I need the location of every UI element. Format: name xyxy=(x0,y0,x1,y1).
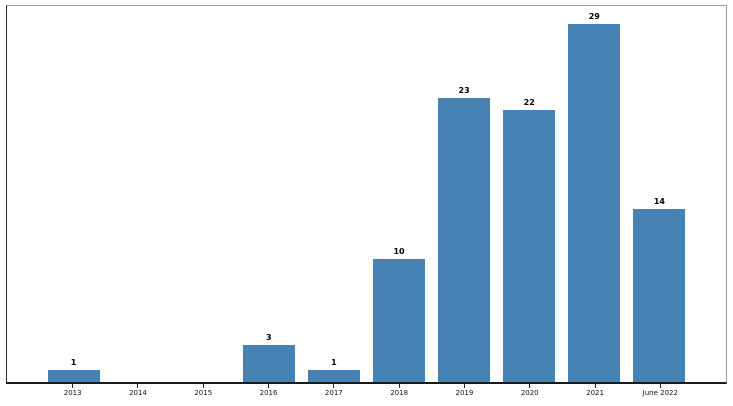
x-tick: 2018 xyxy=(366,384,431,404)
bar-value-label: 10 xyxy=(393,247,405,256)
bar-group: 0 xyxy=(106,371,171,382)
bar-group: 14 xyxy=(627,198,692,382)
x-tick: 2019 xyxy=(432,384,497,404)
x-tick-label: 2020 xyxy=(520,389,539,397)
x-tick-mark xyxy=(72,384,74,388)
x-tick-mark xyxy=(529,384,531,388)
bar-group: 22 xyxy=(497,99,562,382)
x-tick: 2017 xyxy=(301,384,366,404)
bar xyxy=(47,370,100,382)
bar xyxy=(633,209,686,382)
x-tick-mark xyxy=(333,384,335,388)
x-tick-label: 2013 xyxy=(63,389,82,397)
x-tick-mark xyxy=(202,384,204,388)
plot-area: 1 0 0 3 1 10 2 xyxy=(6,5,727,384)
x-tick-mark xyxy=(463,384,465,388)
x-tick-label: 2018 xyxy=(390,389,409,397)
bar xyxy=(503,110,556,382)
x-axis: 2013 2014 2015 2016 2017 2018 2019 2020 xyxy=(6,384,727,404)
x-tick: 2014 xyxy=(105,384,170,404)
bars-row: 1 0 0 3 1 10 2 xyxy=(7,6,726,382)
bar-value-label: 29 xyxy=(588,12,600,21)
x-tick-label: 2021 xyxy=(586,389,604,397)
x-tick-mark xyxy=(398,384,400,388)
bar xyxy=(373,259,426,382)
bar-group: 29 xyxy=(562,13,627,382)
x-tick-mark xyxy=(137,384,139,388)
bar-group: 10 xyxy=(366,248,431,382)
x-tick-label: June 2022 xyxy=(642,389,678,397)
bar xyxy=(568,24,621,382)
bar-group: 23 xyxy=(432,87,497,382)
bar-value-label: 1 xyxy=(331,358,337,367)
x-tick-mark xyxy=(268,384,270,388)
bar-group: 1 xyxy=(41,359,106,382)
bar-value-label: 23 xyxy=(458,86,470,95)
bar-value-label: 14 xyxy=(653,197,665,206)
x-tick: 2015 xyxy=(171,384,236,404)
x-tick-label: 2019 xyxy=(455,389,474,397)
x-tick: 2013 xyxy=(40,384,105,404)
bar xyxy=(438,98,491,382)
bar-value-label: 3 xyxy=(266,333,272,342)
x-tick-label: 2015 xyxy=(194,389,213,397)
bar-value-label: 22 xyxy=(523,98,535,107)
x-tick-label: 2014 xyxy=(129,389,147,397)
bar-group: 1 xyxy=(301,359,366,382)
bar xyxy=(307,370,360,382)
bar-value-label: 1 xyxy=(70,358,77,367)
x-tick: June 2022 xyxy=(628,384,693,404)
bar xyxy=(242,345,295,382)
bar-group: 3 xyxy=(236,334,301,382)
x-tick: 2021 xyxy=(562,384,627,404)
x-tick-label: 2016 xyxy=(259,389,278,397)
x-tick-mark xyxy=(594,384,596,388)
x-tick-mark xyxy=(659,384,661,388)
x-tick: 2020 xyxy=(497,384,562,404)
x-tick: 2016 xyxy=(236,384,301,404)
bar-group: 0 xyxy=(171,371,236,382)
x-tick-label: 2017 xyxy=(324,389,343,397)
